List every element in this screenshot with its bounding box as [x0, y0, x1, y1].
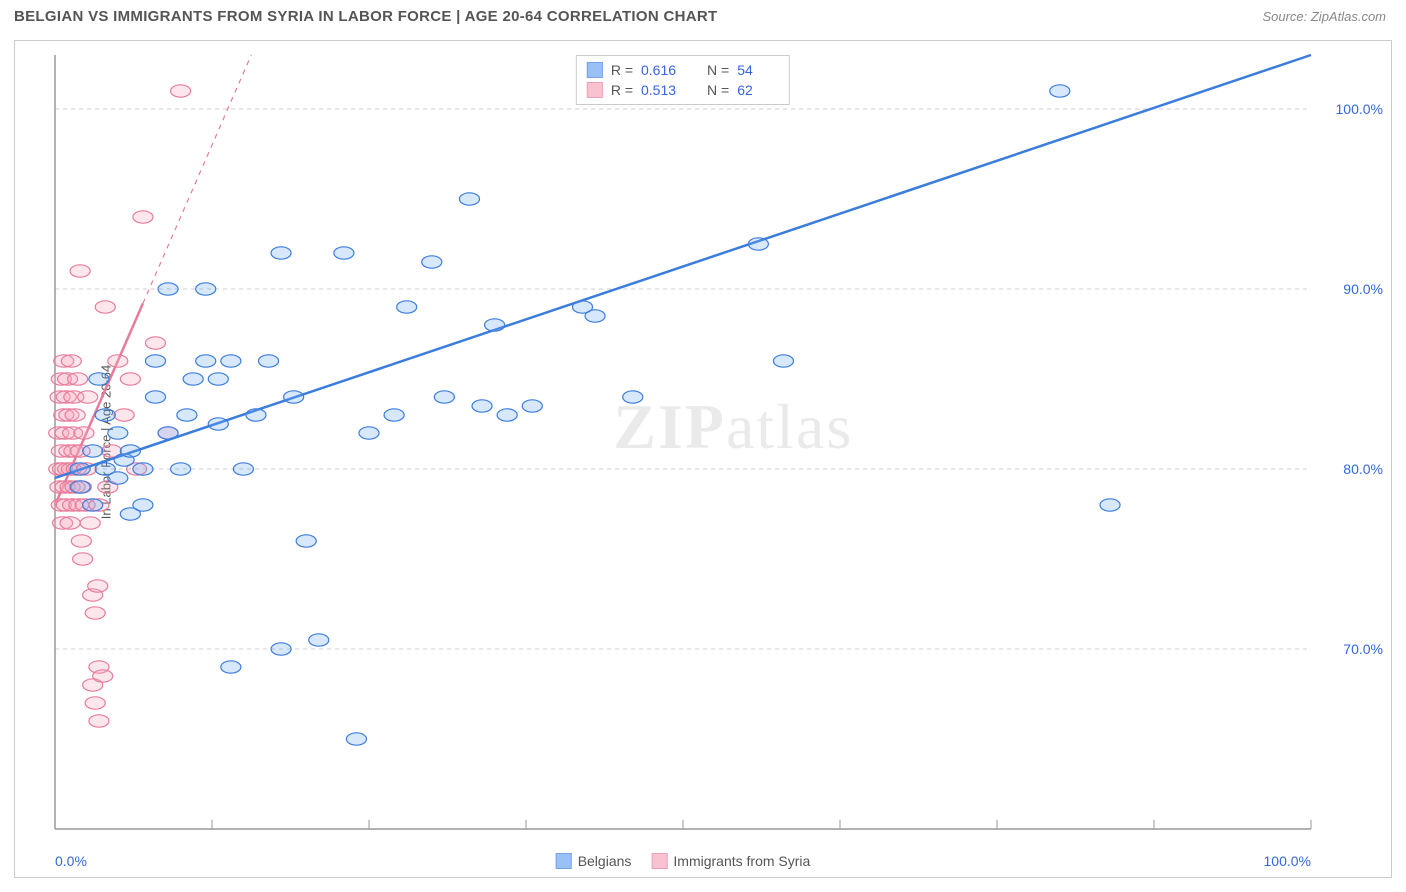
y-tick-label: 100.0% — [1336, 101, 1383, 117]
correlation-row: R =0.616N =54 — [587, 60, 779, 80]
x-tick-label: 0.0% — [55, 853, 87, 869]
legend-item: Immigrants from Syria — [651, 853, 810, 869]
chart-title: BELGIAN VS IMMIGRANTS FROM SYRIA IN LABO… — [14, 8, 717, 25]
x-tick-label: 100.0% — [1264, 853, 1311, 869]
plot-area: In Labor Force | Age 20-64 ZIPatlas R =0… — [55, 55, 1311, 829]
legend-swatch — [587, 82, 603, 98]
series-legend: Belgians Immigrants from Syria — [556, 853, 811, 869]
legend-swatch — [556, 853, 572, 869]
legend-label: Immigrants from Syria — [673, 853, 810, 869]
y-tick-label: 80.0% — [1343, 461, 1383, 477]
source-label: Source: ZipAtlas.com — [1262, 9, 1386, 24]
chart-svg — [55, 55, 1311, 829]
legend-item: Belgians — [556, 853, 632, 869]
y-tick-label: 70.0% — [1343, 641, 1383, 657]
chart-container: In Labor Force | Age 20-64 ZIPatlas R =0… — [14, 40, 1392, 878]
correlation-row: R =0.513N =62 — [587, 80, 779, 100]
legend-swatch — [651, 853, 667, 869]
y-tick-label: 90.0% — [1343, 281, 1383, 297]
correlation-legend: R =0.616N =54R =0.513N =62 — [576, 55, 790, 105]
legend-swatch — [587, 62, 603, 78]
legend-label: Belgians — [578, 853, 632, 869]
